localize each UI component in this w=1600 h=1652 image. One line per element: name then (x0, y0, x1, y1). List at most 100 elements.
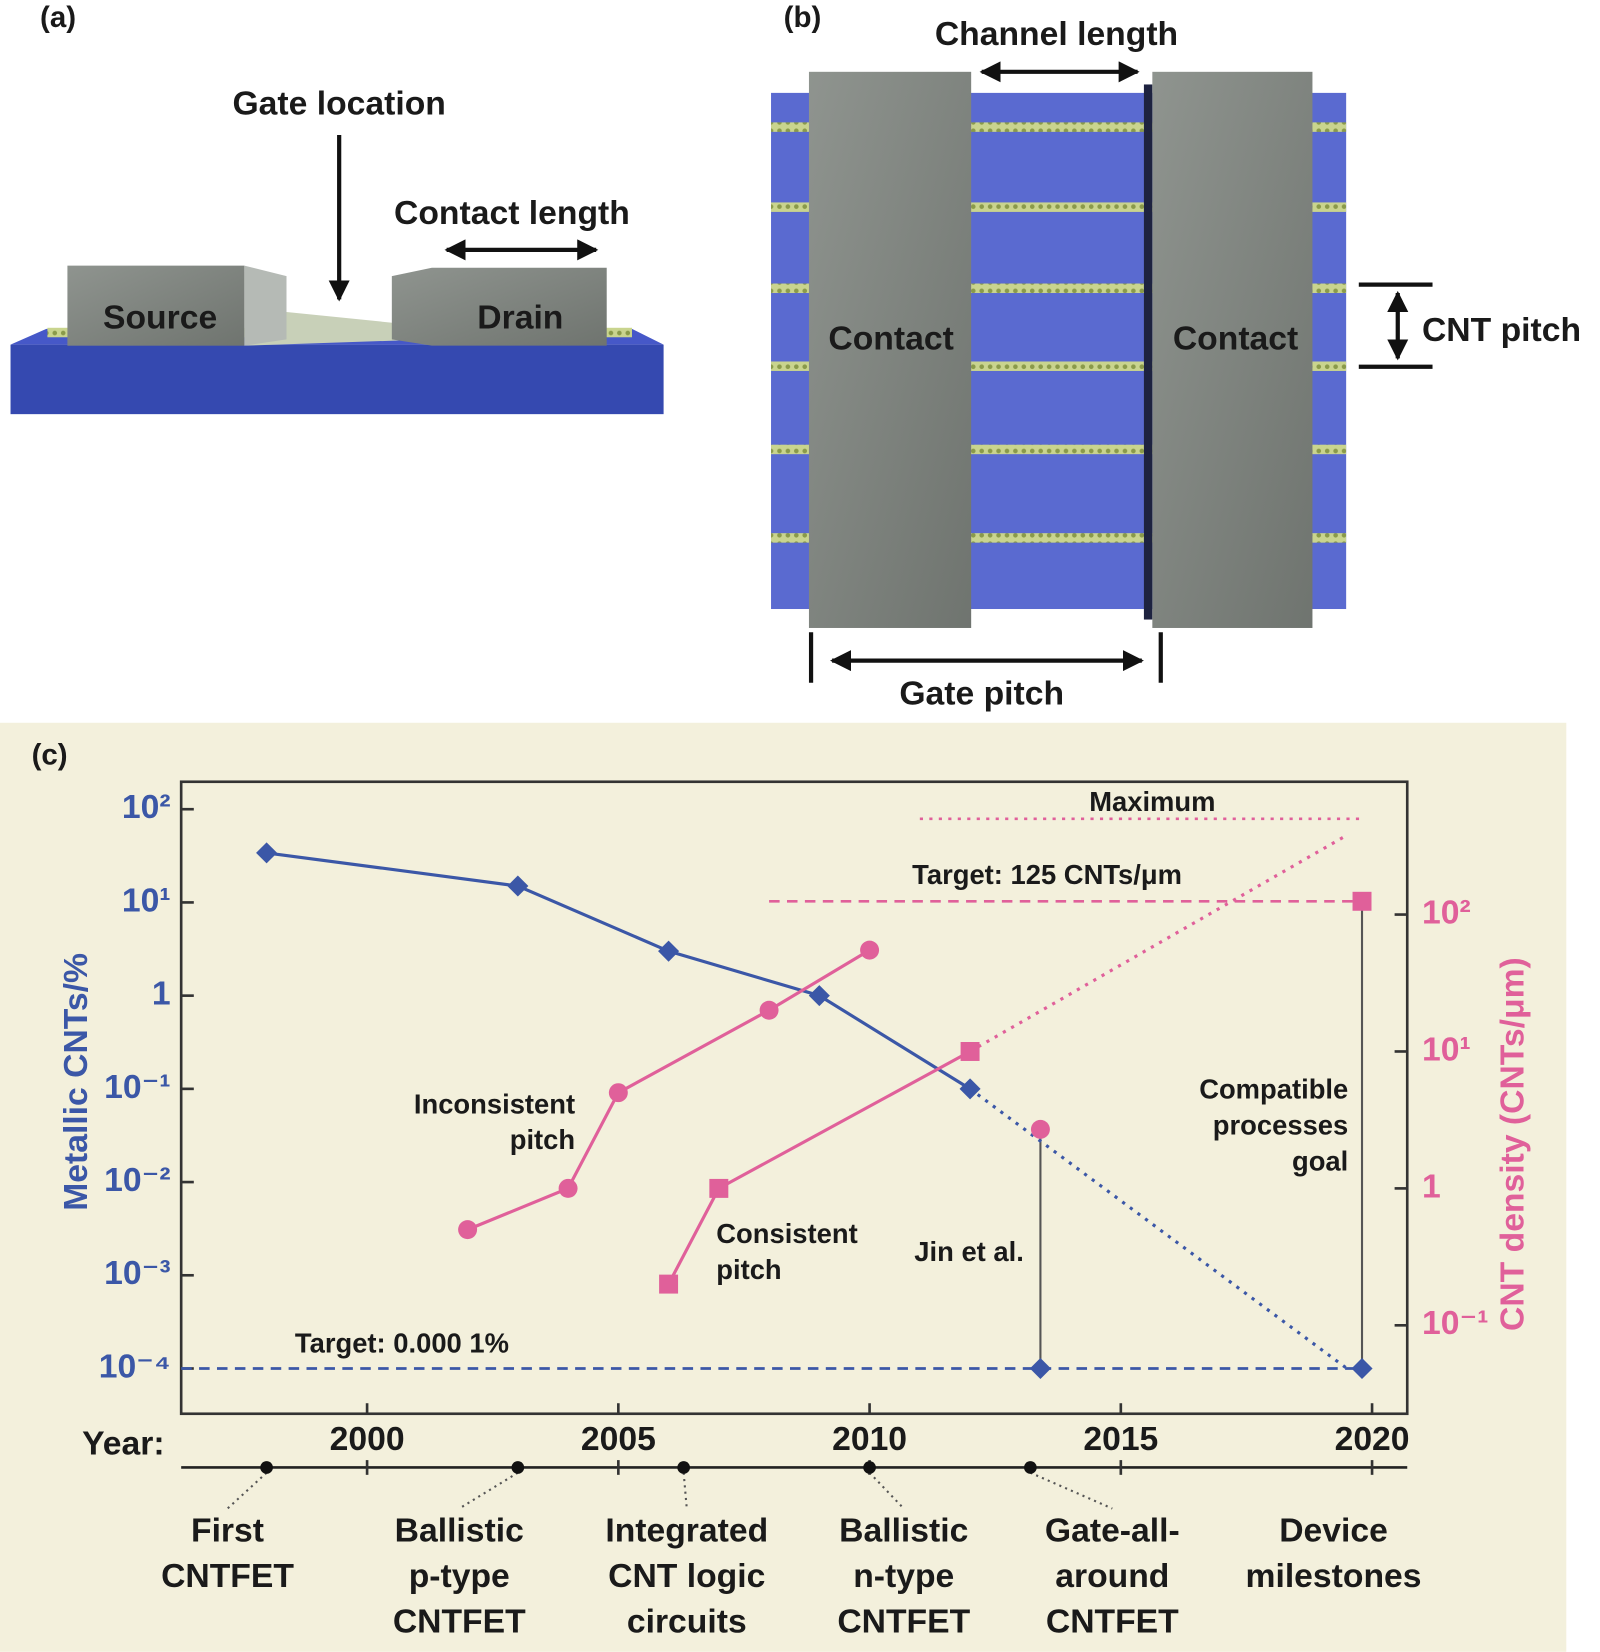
timeline-title: milestones (1246, 1557, 1422, 1595)
source-block (67, 265, 245, 346)
milestone-dot (511, 1461, 525, 1474)
marker (860, 940, 880, 960)
y-tick-label: 1 (152, 975, 171, 1013)
source-label: Source (103, 298, 217, 336)
marker (658, 940, 680, 962)
timeline-title: Device (1279, 1512, 1388, 1550)
connector (868, 1472, 905, 1510)
marker (1030, 1119, 1050, 1139)
plot-frame (179, 780, 1409, 1416)
milestone-label: CNTFET (1046, 1602, 1179, 1640)
milestone-label: Ballistic (395, 1512, 524, 1550)
y-axis-label: Metallic CNTs/% (57, 953, 95, 1211)
y2-tick-label: 10¹ (1422, 1030, 1471, 1068)
y-tick-label: 10² (122, 788, 171, 826)
milestone-label: around (1055, 1557, 1169, 1595)
channel (244, 271, 432, 346)
milestone-label: circuits (627, 1602, 747, 1640)
series-label: Consistent (716, 1218, 857, 1249)
series-line (969, 833, 1348, 1053)
marker (659, 1274, 679, 1294)
cnt-pitch-label: CNT pitch (1422, 311, 1581, 349)
series-label: pitch (716, 1254, 781, 1285)
series-label: processes (1213, 1109, 1348, 1140)
x-tick-label: 2020 (1335, 1420, 1410, 1458)
drain-label: Drain (477, 298, 563, 336)
marker (759, 1000, 779, 1020)
milestone-label: CNTFET (837, 1602, 970, 1640)
milestone-label: p-type (409, 1557, 510, 1595)
milestone-label: First (191, 1512, 264, 1550)
milestone-label: CNT logic (608, 1557, 765, 1595)
marker (608, 1083, 628, 1103)
y-tick-label: 10⁻³ (104, 1254, 170, 1292)
y2-axis-label: CNT density (CNTs/μm) (1494, 957, 1532, 1331)
reference-label: Target: 0.000 1% (295, 1328, 509, 1359)
marker (1029, 1357, 1051, 1380)
series-label: pitch (510, 1124, 575, 1155)
series-label: Compatible (1199, 1074, 1348, 1105)
series-label: Jin et al. (914, 1236, 1024, 1267)
contact-label: Contact (828, 319, 953, 357)
y-tick-label: 10⁻⁴ (99, 1347, 171, 1385)
milestone-label: n-type (853, 1557, 954, 1595)
panel-c-background (0, 722, 1567, 1652)
contact-label: Contact (1173, 319, 1298, 357)
marker (458, 1220, 478, 1240)
nanotube (771, 283, 1347, 294)
reference-label: Target: 125 CNTs/μm (912, 859, 1182, 890)
series-label: Inconsistent (414, 1088, 575, 1119)
x-tick-label: 2000 (330, 1420, 405, 1458)
connector (1029, 1471, 1113, 1510)
connector (458, 1471, 519, 1510)
series-line (969, 1087, 1348, 1370)
milestone-label: Gate-all- (1045, 1512, 1180, 1550)
contact-block (1152, 71, 1313, 628)
milestone-dot (1024, 1461, 1037, 1474)
x-tick-label: 2005 (581, 1420, 656, 1458)
y2-tick-label: 10² (1422, 893, 1471, 931)
milestone-label: Ballistic (839, 1512, 968, 1550)
panel-a: (a) Source Drain Gate location Contact l… (10, 1, 664, 415)
nanotube (771, 202, 1347, 212)
y2-tick-label: 10⁻¹ (1422, 1304, 1488, 1342)
connector (226, 1471, 268, 1510)
milestone-label: Integrated (605, 1512, 768, 1550)
milestone-dot (260, 1461, 273, 1474)
gate-location-label: Gate location (232, 84, 445, 122)
marker (256, 842, 278, 864)
contact-length-label: Contact length (394, 194, 630, 232)
nanotube (771, 533, 1347, 543)
marker (1352, 891, 1372, 911)
panel-label: (c) (32, 738, 68, 771)
contact-block (808, 71, 972, 628)
series-label: goal (1292, 1145, 1348, 1176)
milestone-dot (863, 1461, 876, 1474)
nanotubes (771, 122, 1347, 543)
plot: Metallic CNTs/% CNT density (CNTs/μm) 10² 1… (57, 786, 1532, 1640)
channel-length-label: Channel length (935, 15, 1178, 53)
y-tick-label: 10⁻² (104, 1161, 170, 1199)
drain-block (391, 267, 607, 346)
nanotube (771, 122, 1347, 132)
x-tick-label: 2010 (832, 1420, 907, 1458)
contact-edge (1143, 84, 1153, 620)
milestone-label: CNTFET (161, 1557, 294, 1595)
source-side (244, 265, 287, 346)
panel-label: (b) (784, 1, 822, 34)
marker (558, 1178, 578, 1198)
y2-tick-label: 1 (1422, 1167, 1441, 1205)
gate-pitch-label: Gate pitch (899, 674, 1064, 712)
y-tick-label: 10¹ (122, 881, 171, 919)
panel-b: (b) Contact Contact Channel length CNT p… (771, 1, 1581, 712)
reference-label: Maximum (1089, 786, 1215, 817)
milestone-label: CNTFET (393, 1602, 526, 1640)
milestone-dot (677, 1461, 690, 1474)
y-tick-label: 10⁻¹ (104, 1068, 170, 1106)
marker (1351, 1357, 1373, 1380)
marker (709, 1178, 729, 1198)
substrate (10, 344, 664, 415)
x-tick-label: 2015 (1083, 1420, 1158, 1458)
